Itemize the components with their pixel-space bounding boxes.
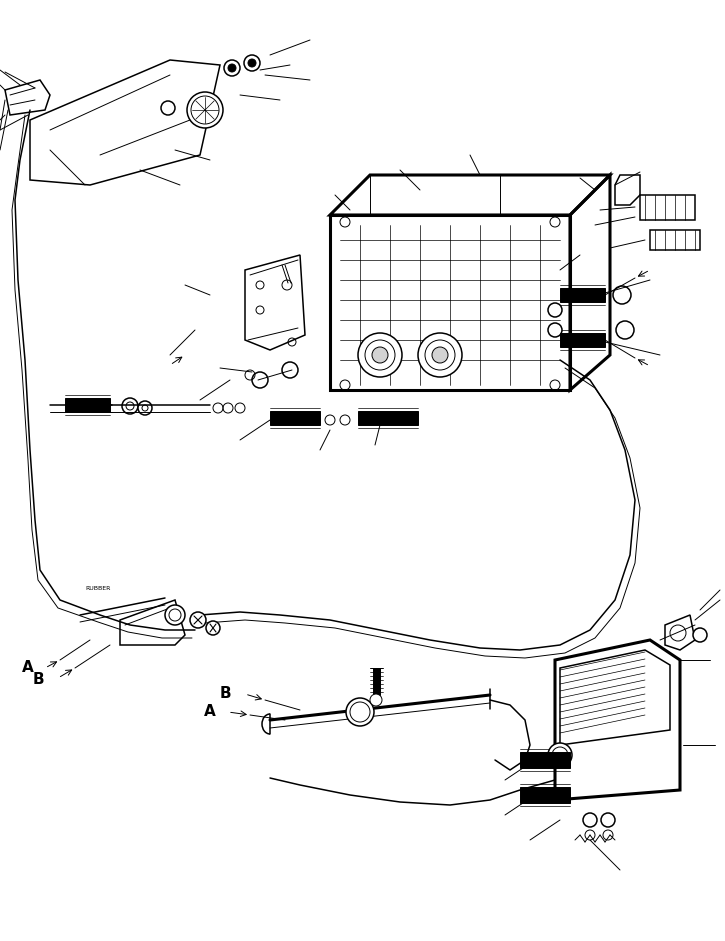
Bar xyxy=(520,752,570,768)
Circle shape xyxy=(282,280,292,290)
Text: B: B xyxy=(220,685,231,700)
Circle shape xyxy=(548,743,572,767)
Circle shape xyxy=(187,92,223,128)
Circle shape xyxy=(358,333,402,377)
Circle shape xyxy=(548,303,562,317)
Bar xyxy=(520,787,570,803)
Circle shape xyxy=(206,621,220,635)
Circle shape xyxy=(161,101,175,115)
Circle shape xyxy=(418,333,462,377)
Circle shape xyxy=(370,694,382,706)
Circle shape xyxy=(616,321,634,339)
Circle shape xyxy=(228,64,236,72)
Circle shape xyxy=(248,59,256,67)
Circle shape xyxy=(583,813,597,827)
Circle shape xyxy=(244,55,260,71)
Bar xyxy=(560,288,605,302)
Circle shape xyxy=(190,612,206,628)
Bar xyxy=(270,411,320,425)
Circle shape xyxy=(372,347,388,363)
Polygon shape xyxy=(373,668,380,695)
Circle shape xyxy=(693,628,707,642)
Circle shape xyxy=(346,698,374,726)
Text: RUBBER: RUBBER xyxy=(85,585,110,591)
Bar xyxy=(65,398,110,412)
Text: A: A xyxy=(22,661,34,676)
Circle shape xyxy=(613,286,631,304)
Text: A: A xyxy=(204,705,216,720)
Circle shape xyxy=(165,605,185,625)
Circle shape xyxy=(122,398,138,414)
Circle shape xyxy=(601,813,615,827)
Circle shape xyxy=(224,60,240,76)
Bar xyxy=(560,333,605,347)
Bar xyxy=(358,411,418,425)
Text: B: B xyxy=(33,673,45,688)
Circle shape xyxy=(138,401,152,415)
Circle shape xyxy=(548,323,562,337)
Circle shape xyxy=(585,830,595,840)
Circle shape xyxy=(432,347,448,363)
